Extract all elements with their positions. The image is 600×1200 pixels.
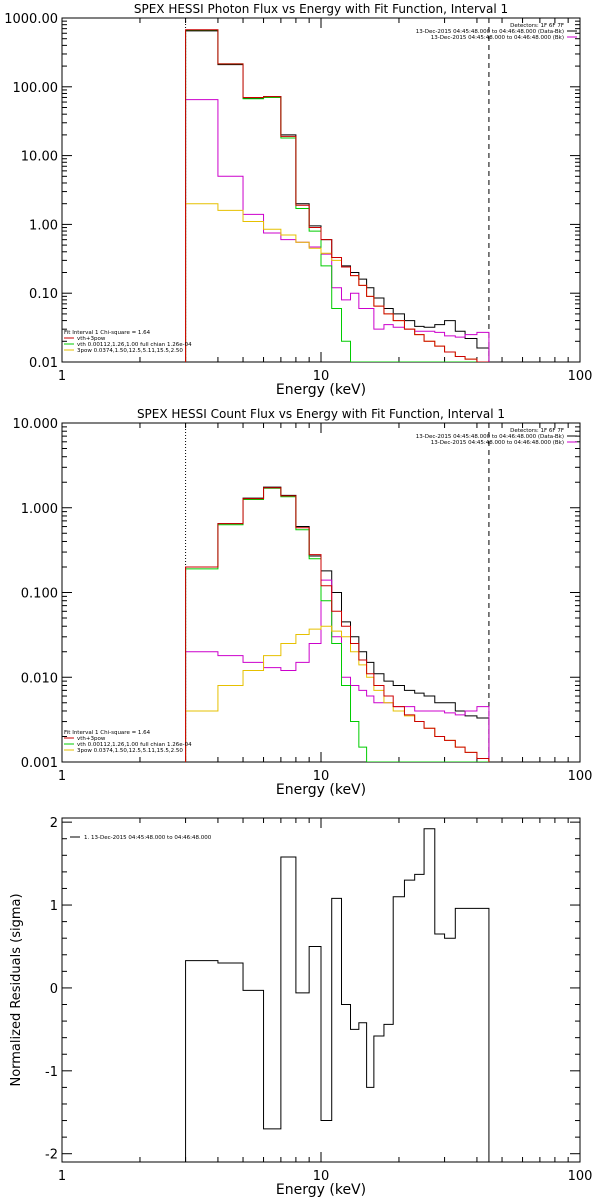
series-line-4 xyxy=(185,203,489,362)
y-tick-label: 1.000 xyxy=(21,502,58,517)
y-tick-label: 10.00 xyxy=(21,150,58,165)
x-tick-label: 10 xyxy=(313,1169,330,1184)
legend-entry: vth 0.00112,1.26,1.00 full chian 1.26e-0… xyxy=(77,742,192,748)
series-line-5 xyxy=(185,487,490,762)
y-tick-label: 1 xyxy=(50,899,58,914)
legend-entry: Detectors: 1F 6F 7F xyxy=(510,428,564,434)
legend-entry: vth+3pow xyxy=(77,736,106,742)
x-tick-label: 100 xyxy=(568,769,593,784)
x-tick-label: 100 xyxy=(568,369,593,384)
series-group xyxy=(185,29,490,362)
legend-entry: 13-Dec-2015 04:45:48.000 to 04:46:48.000… xyxy=(416,29,564,35)
series-line-1 xyxy=(185,486,490,762)
x-tick-label: 1 xyxy=(58,1169,66,1184)
plot-1: SPEX HESSI Photon Flux vs Energy with Fi… xyxy=(4,2,592,398)
legend-entry: 13-Dec-2015 04:45:48.000 to 04:46:48.000… xyxy=(416,434,564,440)
legend-entry: Fit Interval 1 Chi-square = 1.64 xyxy=(64,330,151,336)
series-line-2 xyxy=(185,579,490,762)
series-line-5 xyxy=(185,29,489,362)
x-tick-label: 1 xyxy=(58,769,66,784)
y-tick-label: 0.100 xyxy=(21,587,58,602)
legend-entry: Detectors: 1F 6F 7F xyxy=(510,23,564,29)
legend-entry: 3pow 0.0374,1.50,12.5,5.11,15.5,2.50 xyxy=(77,348,183,354)
y-tick-label: 100.00 xyxy=(13,81,59,96)
series-line-3 xyxy=(185,487,489,762)
y-tick-label: -2 xyxy=(45,1148,58,1163)
series-line-4 xyxy=(185,625,490,762)
x-tick-label: 1 xyxy=(58,369,66,384)
legend-entry: 13-Dec-2015 04:45:48.000 to 04:46:48.000… xyxy=(431,35,564,41)
y-tick-label: 0.010 xyxy=(21,671,58,686)
legend-entry: 13-Dec-2015 04:45:48.000 to 04:46:48.000… xyxy=(431,440,564,446)
x-axis-label: Energy (keV) xyxy=(276,382,366,398)
x-tick-label: 10 xyxy=(313,769,330,784)
legend-entry: 1. 13-Dec-2015 04:45:48.000 to 04:46:48.… xyxy=(84,835,212,841)
y-tick-label: 1.00 xyxy=(29,218,58,233)
series-line-2 xyxy=(185,99,490,362)
y-tick-label: 0.01 xyxy=(29,356,58,371)
series-line-1 xyxy=(185,828,490,1162)
plot-title: SPEX HESSI Count Flux vs Energy with Fit… xyxy=(137,407,505,421)
legend-entry: vth+3pow xyxy=(77,336,106,342)
plot-frame xyxy=(61,17,581,363)
y-tick-label: 2 xyxy=(50,816,58,831)
legend-entry: 3pow 0.0374,1.50,12.5,5.11,15.5,2.50 xyxy=(77,748,183,754)
plot-2: SPEX HESSI Count Flux vs Energy with Fit… xyxy=(13,407,593,798)
plot-title: SPEX HESSI Photon Flux vs Energy with Fi… xyxy=(134,2,508,16)
x-tick-label: 100 xyxy=(568,1169,593,1184)
y-tick-label: 0.001 xyxy=(21,756,58,771)
series-line-1 xyxy=(185,30,490,362)
x-axis-label: Energy (keV) xyxy=(276,782,366,798)
series-line-3 xyxy=(185,29,489,362)
y-tick-label: 0 xyxy=(50,982,58,997)
x-axis-label: Energy (keV) xyxy=(276,1182,366,1198)
series-group xyxy=(185,828,490,1162)
plot-3: 1 10 100 Energy (keV) -2 -1 0 1 2 Normalized Resi… xyxy=(9,816,592,1198)
y-tick-label: 0.10 xyxy=(29,287,58,302)
y-axis-label: Normalized Residuals (sigma) xyxy=(9,893,24,1086)
y-tick-label: 1000.00 xyxy=(4,12,58,27)
y-tick-label: 10.000 xyxy=(13,417,59,432)
legend-entry: vth 0.00112,1.26,1.00 full chian 1.26e-0… xyxy=(77,342,192,348)
legend-entry: Fit Interval 1 Chi-square = 1.64 xyxy=(64,730,151,736)
x-tick-label: 10 xyxy=(313,369,330,384)
y-tick-label: -1 xyxy=(45,1065,58,1080)
series-group xyxy=(185,486,490,762)
